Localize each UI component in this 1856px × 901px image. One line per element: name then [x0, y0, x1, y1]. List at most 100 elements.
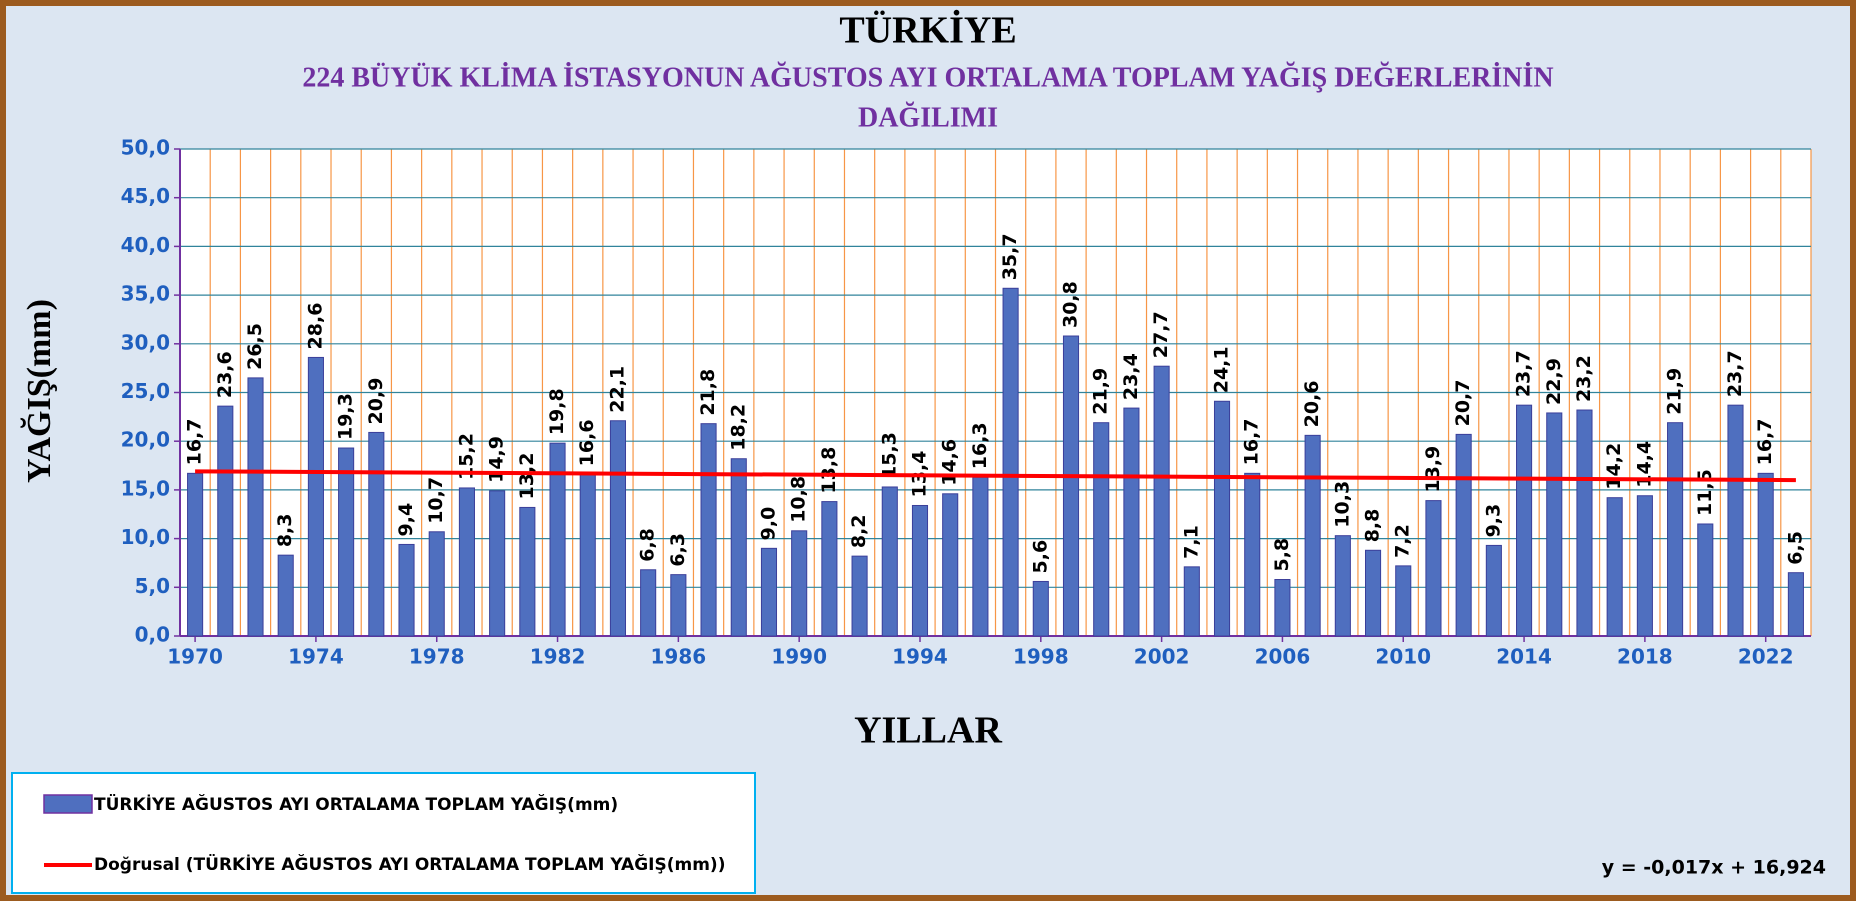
x-tick-label: 2018 — [1617, 645, 1673, 669]
data-label: 22,9 — [1543, 358, 1565, 405]
data-label: 24,1 — [1211, 346, 1233, 393]
data-label: 19,3 — [335, 393, 357, 440]
bar — [1546, 412, 1563, 637]
bar — [1274, 579, 1291, 637]
data-label: 6,5 — [1784, 531, 1806, 565]
legend-label: Doğrusal (TÜRKİYE AĞUSTOS AYI ORTALAMA T… — [94, 853, 725, 875]
data-label: 11,5 — [1694, 469, 1716, 516]
bar — [1032, 580, 1049, 637]
bar — [519, 506, 536, 637]
bar — [942, 493, 959, 637]
bar — [398, 543, 415, 637]
bar — [821, 501, 838, 637]
data-label: 16,6 — [576, 419, 598, 466]
x-tick-label: 2022 — [1738, 645, 1794, 669]
y-tick-label: 5,0 — [135, 574, 170, 598]
data-label: 6,3 — [667, 533, 689, 567]
data-label: 10,8 — [788, 476, 810, 523]
bar — [1093, 422, 1110, 637]
bar — [277, 554, 294, 637]
bar — [670, 574, 687, 637]
bar — [428, 531, 445, 637]
bar — [1364, 549, 1382, 637]
data-label: 35,7 — [999, 233, 1021, 280]
data-label: 23,7 — [1513, 350, 1535, 397]
data-label: 20,7 — [1452, 379, 1474, 426]
bar — [1334, 535, 1351, 637]
x-tick-label: 1994 — [892, 645, 948, 669]
bar — [1213, 400, 1231, 637]
data-label: 13,9 — [1422, 446, 1444, 493]
legend — [11, 772, 756, 894]
data-label: 9,0 — [757, 507, 779, 541]
x-tick-label: 1982 — [530, 645, 586, 669]
bar — [1757, 472, 1774, 637]
bar — [609, 420, 627, 637]
bar — [881, 486, 898, 637]
y-tick-label: 10,0 — [121, 525, 170, 549]
data-label: 8,8 — [1362, 509, 1384, 543]
data-label: 22,1 — [606, 366, 628, 413]
data-label: 14,9 — [486, 436, 508, 483]
bar — [791, 530, 808, 637]
data-label: 27,7 — [1150, 311, 1172, 358]
bar — [1153, 365, 1170, 637]
data-label: 10,3 — [1331, 481, 1353, 528]
data-label: 14,4 — [1633, 441, 1655, 488]
x-tick-label: 2010 — [1375, 645, 1431, 669]
data-label: 21,9 — [1090, 368, 1112, 415]
y-tick-label: 30,0 — [121, 330, 170, 354]
data-label: 14,6 — [939, 439, 961, 486]
bar — [1576, 409, 1593, 637]
bar — [972, 476, 989, 637]
bar — [247, 377, 264, 637]
x-tick-label: 1998 — [1013, 645, 1069, 669]
bar — [700, 423, 717, 637]
bar — [1606, 497, 1623, 637]
bar — [1002, 287, 1019, 637]
bar — [1727, 404, 1744, 637]
data-label: 19,8 — [546, 388, 568, 435]
bar — [730, 458, 747, 637]
data-label: 18,2 — [727, 404, 749, 451]
x-tick-label: 2006 — [1255, 645, 1311, 669]
bar — [1304, 434, 1321, 637]
y-tick-label: 25,0 — [121, 379, 170, 403]
data-label: 7,1 — [1180, 525, 1202, 559]
data-label: 20,6 — [1301, 380, 1323, 427]
legend-label: TÜRKİYE AĞUSTOS AYI ORTALAMA TOPLAM YAĞI… — [94, 793, 618, 815]
x-tick-label: 1970 — [167, 645, 223, 669]
data-label: 6,8 — [637, 528, 659, 562]
data-label: 23,4 — [1120, 353, 1142, 400]
data-label: 30,8 — [1060, 281, 1082, 328]
trend-line — [195, 469, 1796, 483]
data-label: 13,8 — [818, 447, 840, 494]
bar — [187, 472, 204, 637]
y-tick-label: 50,0 — [121, 136, 170, 160]
x-tick-label: 2014 — [1496, 645, 1552, 669]
data-label: 16,7 — [184, 418, 206, 465]
bar — [760, 547, 778, 637]
bar — [1455, 433, 1472, 637]
x-tick-label: 1974 — [288, 645, 344, 669]
x-tick-label: 1978 — [409, 645, 465, 669]
data-label: 5,8 — [1271, 538, 1293, 572]
bar — [911, 504, 929, 637]
bar — [1244, 472, 1261, 637]
bar — [307, 356, 324, 637]
data-label: 16,7 — [1754, 418, 1776, 465]
y-axis-label: YAĞIŞ(mm) — [20, 299, 58, 483]
x-tick-label: 2002 — [1134, 645, 1190, 669]
chart-subtitle: 224 BÜYÜK KLİMA İSTASYONUN AĞUSTOS AYI O… — [302, 62, 1553, 93]
bar — [458, 487, 475, 637]
bar — [1062, 335, 1080, 637]
legend-swatch — [43, 794, 93, 814]
trend-equation: y = -0,017x + 16,924 — [1602, 857, 1826, 879]
data-label: 10,7 — [425, 477, 447, 524]
data-label: 5,6 — [1029, 540, 1051, 574]
data-label: 23,6 — [214, 351, 236, 398]
y-tick-label: 45,0 — [121, 184, 170, 208]
data-label: 14,2 — [1603, 443, 1625, 490]
data-label: 8,3 — [274, 513, 296, 547]
data-label: 7,2 — [1392, 524, 1414, 558]
